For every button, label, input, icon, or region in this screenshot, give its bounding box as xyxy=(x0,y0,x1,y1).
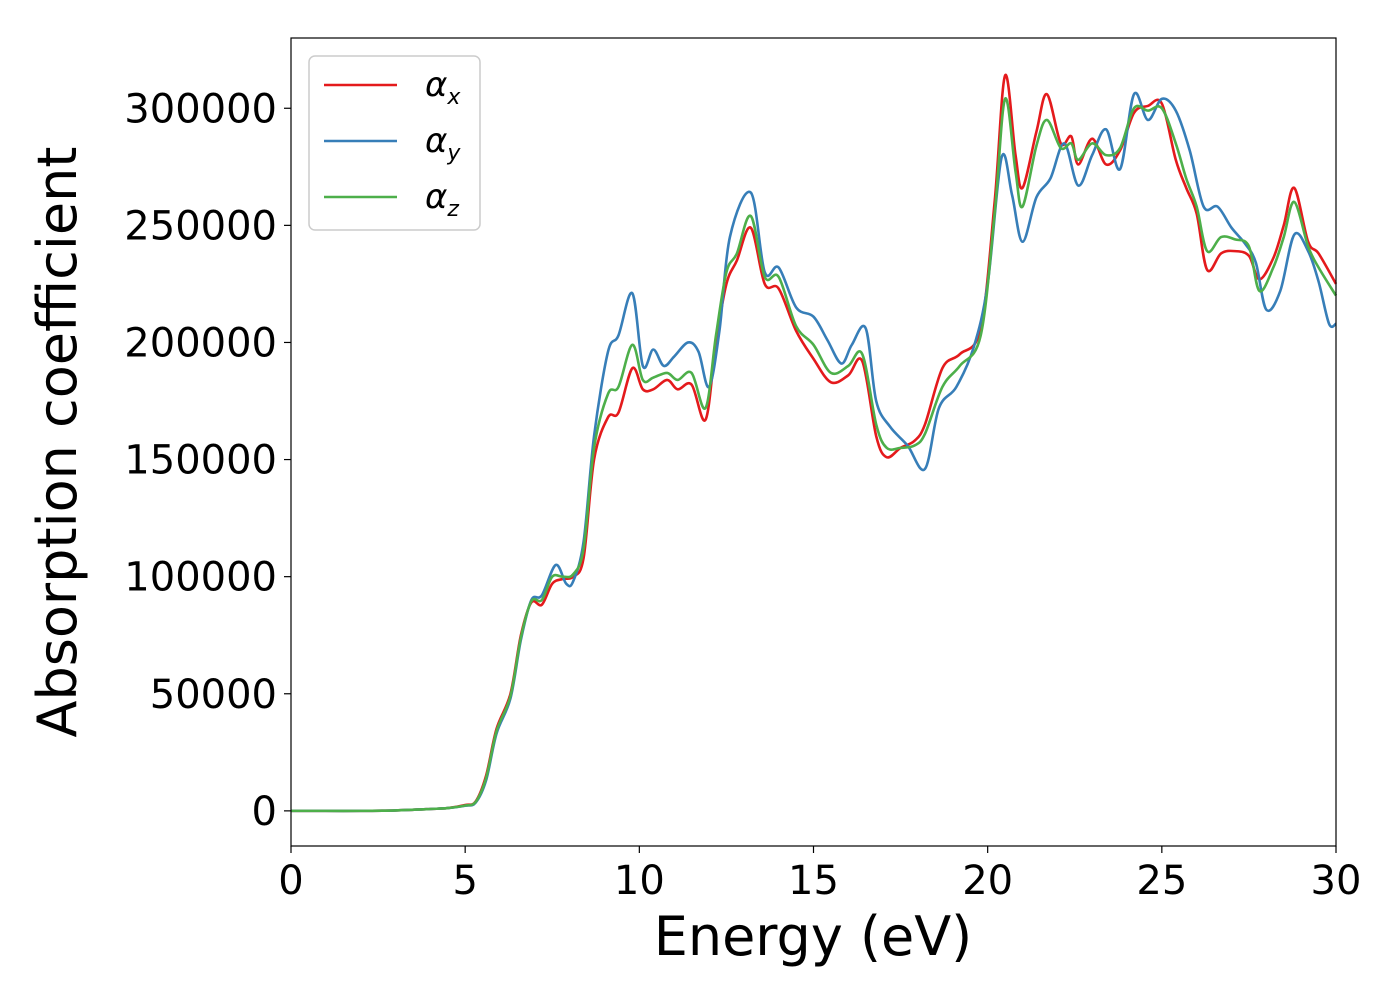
x-axis-title: Energy (eV) xyxy=(654,905,973,968)
x-axis: 0 5 10 15 20 25 30 xyxy=(278,846,1361,904)
y-axis-title: Absorption coefficient xyxy=(26,147,89,738)
y-tick-label: 100000 xyxy=(124,555,277,601)
series-lines xyxy=(291,73,1338,813)
x-tick-label: 5 xyxy=(452,858,477,904)
y-tick-label: 250000 xyxy=(124,203,277,249)
series-line-z xyxy=(291,97,1338,813)
legend-label-z: αz xyxy=(425,177,459,222)
y-tick-label: 200000 xyxy=(124,320,277,366)
series-line-y xyxy=(291,91,1337,813)
y-axis: 0 50000 100000 150000 200000 250000 300000 xyxy=(124,86,291,835)
x-tick-label: 15 xyxy=(788,858,839,904)
x-tick-label: 30 xyxy=(1311,858,1362,904)
x-tick-label: 25 xyxy=(1136,858,1187,904)
y-tick-label: 300000 xyxy=(124,86,277,132)
y-tick-label: 150000 xyxy=(124,438,277,484)
x-tick-label: 10 xyxy=(614,858,665,904)
legend: αx αy αz xyxy=(308,55,481,231)
y-tick-label: 0 xyxy=(252,789,277,835)
legend-label-y: αy xyxy=(425,121,461,166)
legend-box xyxy=(308,55,481,231)
x-tick-label: 0 xyxy=(278,858,303,904)
y-tick-label: 50000 xyxy=(150,672,277,718)
x-tick-label: 20 xyxy=(962,858,1013,904)
series-line-x xyxy=(291,73,1338,813)
legend-label-x: αx xyxy=(425,65,461,110)
